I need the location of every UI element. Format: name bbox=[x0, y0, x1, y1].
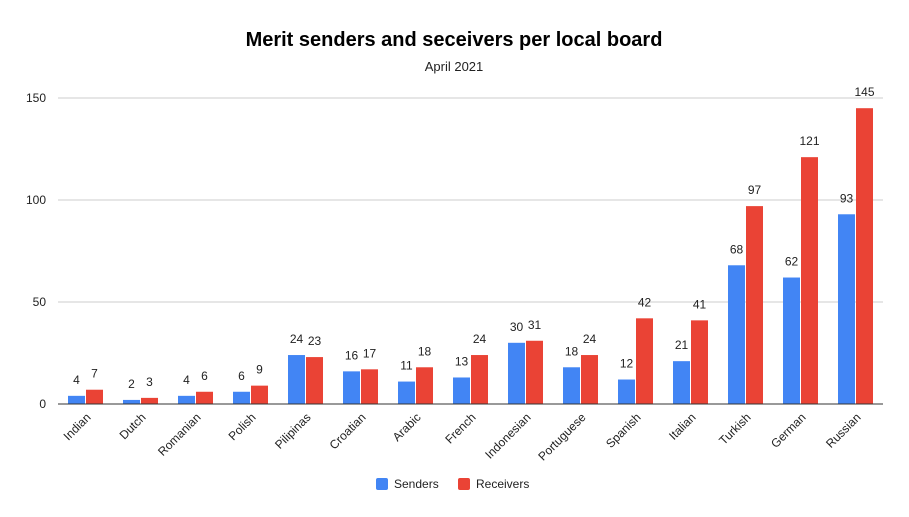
legend-label-receivers: Receivers bbox=[476, 477, 529, 491]
chart-title: Merit senders and seceivers per local bo… bbox=[246, 29, 663, 51]
data-label-receivers: 97 bbox=[748, 183, 762, 197]
bar-receivers bbox=[416, 367, 433, 404]
data-label-receivers: 3 bbox=[146, 375, 153, 389]
data-label-receivers: 23 bbox=[308, 334, 322, 348]
bar-senders bbox=[673, 361, 690, 404]
data-label-receivers: 145 bbox=[854, 85, 874, 99]
data-label-receivers: 24 bbox=[583, 332, 597, 346]
bar-receivers bbox=[306, 357, 323, 404]
bar-senders bbox=[343, 371, 360, 404]
y-tick-label: 0 bbox=[39, 397, 46, 411]
data-label-senders: 11 bbox=[400, 359, 413, 373]
data-label-senders: 62 bbox=[785, 255, 799, 269]
bar-receivers bbox=[636, 318, 653, 404]
bar-senders bbox=[233, 391, 250, 404]
bar-receivers bbox=[471, 355, 488, 404]
data-label-receivers: 24 bbox=[473, 332, 487, 346]
bar-receivers bbox=[141, 397, 158, 404]
data-label-receivers: 7 bbox=[91, 367, 98, 381]
legend-swatch-senders bbox=[376, 478, 388, 490]
bar-receivers bbox=[801, 157, 818, 404]
data-label-receivers: 9 bbox=[256, 363, 263, 377]
bar-senders bbox=[398, 381, 415, 404]
data-label-senders: 24 bbox=[290, 332, 304, 346]
bar-receivers bbox=[196, 391, 213, 404]
data-label-senders: 13 bbox=[455, 354, 469, 368]
bar-senders bbox=[68, 395, 85, 404]
data-label-senders: 30 bbox=[510, 320, 524, 334]
legend-swatch-receivers bbox=[458, 478, 470, 490]
data-label-senders: 4 bbox=[183, 373, 190, 387]
bar-receivers bbox=[86, 389, 103, 404]
legend-label-senders: Senders bbox=[394, 477, 439, 491]
bar-receivers bbox=[526, 340, 543, 404]
bar-receivers bbox=[361, 369, 378, 404]
bar-senders bbox=[728, 265, 745, 404]
bar-senders bbox=[563, 367, 580, 404]
data-label-senders: 93 bbox=[840, 191, 854, 205]
data-label-receivers: 17 bbox=[363, 346, 377, 360]
data-label-senders: 18 bbox=[565, 344, 579, 358]
bar-senders bbox=[453, 377, 470, 404]
bar-receivers bbox=[691, 320, 708, 404]
y-axis-ticks: 0 50 100 150 bbox=[26, 91, 46, 411]
y-tick-label: 150 bbox=[26, 91, 46, 105]
data-label-senders: 12 bbox=[620, 357, 634, 371]
y-tick-label: 100 bbox=[26, 193, 46, 207]
bar-receivers bbox=[746, 206, 763, 404]
data-label-receivers: 6 bbox=[201, 369, 208, 383]
data-label-senders: 6 bbox=[238, 369, 245, 383]
bars bbox=[68, 108, 873, 404]
data-label-receivers: 42 bbox=[638, 295, 652, 309]
chart-subtitle: April 2021 bbox=[425, 59, 484, 74]
bar-senders bbox=[123, 399, 140, 404]
data-label-senders: 2 bbox=[128, 377, 135, 391]
gridlines bbox=[58, 97, 883, 303]
data-label-senders: 68 bbox=[730, 242, 744, 256]
legend: Senders Receivers bbox=[376, 477, 529, 491]
bar-receivers bbox=[856, 108, 873, 404]
y-tick-label: 50 bbox=[33, 295, 47, 309]
data-label-receivers: 41 bbox=[693, 297, 707, 311]
bar-senders bbox=[508, 342, 525, 404]
data-label-receivers: 31 bbox=[528, 318, 542, 332]
bar-senders bbox=[178, 395, 195, 404]
bar-senders bbox=[288, 355, 305, 404]
bar-receivers bbox=[581, 355, 598, 404]
data-label-senders: 4 bbox=[73, 373, 80, 387]
bar-receivers bbox=[251, 385, 268, 404]
bar-senders bbox=[838, 214, 855, 404]
data-label-receivers: 18 bbox=[418, 344, 432, 358]
bar-senders bbox=[618, 379, 635, 404]
bar-senders bbox=[783, 277, 800, 404]
data-label-receivers: 121 bbox=[799, 134, 819, 148]
data-label-senders: 16 bbox=[345, 348, 359, 362]
data-label-senders: 21 bbox=[675, 338, 689, 352]
